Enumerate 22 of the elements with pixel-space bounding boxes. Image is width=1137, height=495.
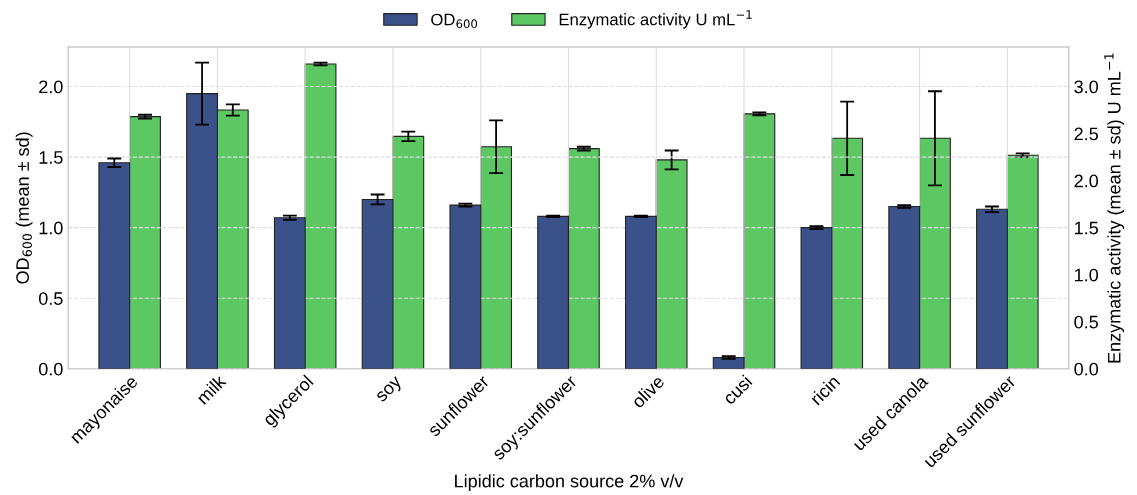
y2-axis-title: Enzymatic activity (mean ± sd) U mL$^{−1}$: [1104, 53, 1125, 363]
y-axis-title: OD$_{600}$ (mean ± sd): [15, 132, 33, 284]
y2-tick-label: 0.0: [1074, 362, 1099, 376]
x-axis-title: Lipidic carbon source 2% v/v: [455, 474, 684, 492]
y-tick-label: 0.0: [38, 362, 63, 376]
y2-tick-label: 2.0: [1074, 174, 1099, 188]
y-tick-label: 1.5: [39, 151, 63, 164]
y2-tick-label: 0.5: [1074, 315, 1098, 329]
y-tick-label: 1.0: [39, 221, 63, 235]
legend-label: OD$_{600}$: [431, 13, 478, 29]
x-tick-label: olive: [630, 374, 666, 409]
legend-label: Enzymatic activity U mL$^{−1}$: [559, 10, 752, 29]
y2-tick-label: 1.5: [1075, 221, 1098, 235]
x-tick-label: soy: [375, 376, 405, 406]
y2-tick-label: 3.0: [1074, 80, 1099, 94]
y2-tick-label: 2.5: [1074, 127, 1098, 141]
x-tick-label: ricin: [809, 374, 841, 406]
x-tick-label: cusi: [721, 374, 753, 406]
x-tick-label: milk: [195, 373, 227, 405]
y2-tick-label: 1.0: [1075, 268, 1099, 282]
y-tick-label: 2.0: [39, 80, 63, 94]
y-tick-label: 0.5: [38, 292, 63, 305]
